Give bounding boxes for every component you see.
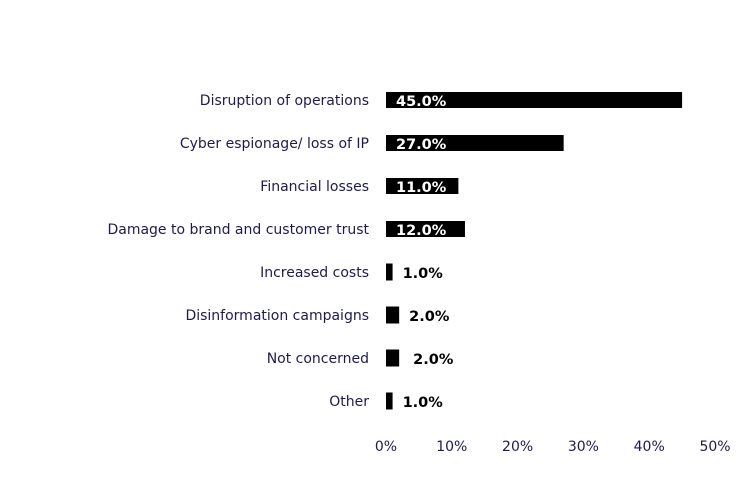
category-label: Other xyxy=(329,394,369,410)
value-label: 45.0% xyxy=(396,94,447,110)
category-label: Financial losses xyxy=(260,179,369,195)
bar xyxy=(386,178,459,194)
bar xyxy=(386,92,683,108)
bar xyxy=(386,221,465,237)
category-label: Disruption of operations xyxy=(200,93,369,109)
x-tick-label: 0% xyxy=(375,439,397,455)
bar xyxy=(386,392,393,410)
value-label: 12.0% xyxy=(396,223,447,239)
x-tick-label: 40% xyxy=(634,439,665,455)
value-label: 1.0% xyxy=(403,266,444,282)
value-label: 27.0% xyxy=(396,137,447,153)
category-label: Cyber espionage/ loss of IP xyxy=(180,136,369,152)
bar xyxy=(386,349,400,367)
value-label: 11.0% xyxy=(396,180,447,196)
value-label: 2.0% xyxy=(413,352,454,368)
value-label: 2.0% xyxy=(409,309,450,325)
x-tick-label: 10% xyxy=(436,439,467,455)
bar xyxy=(386,306,400,324)
bar xyxy=(386,263,393,281)
x-tick-label: 30% xyxy=(568,439,599,455)
value-label: 1.0% xyxy=(403,395,444,411)
category-label: Disinformation campaigns xyxy=(185,308,369,324)
bar xyxy=(386,135,564,151)
category-label: Not concerned xyxy=(267,351,369,367)
category-label: Increased costs xyxy=(260,265,369,281)
x-tick-label: 50% xyxy=(699,439,730,455)
category-label: Damage to brand and customer trust xyxy=(107,222,369,238)
x-tick-label: 20% xyxy=(502,439,533,455)
